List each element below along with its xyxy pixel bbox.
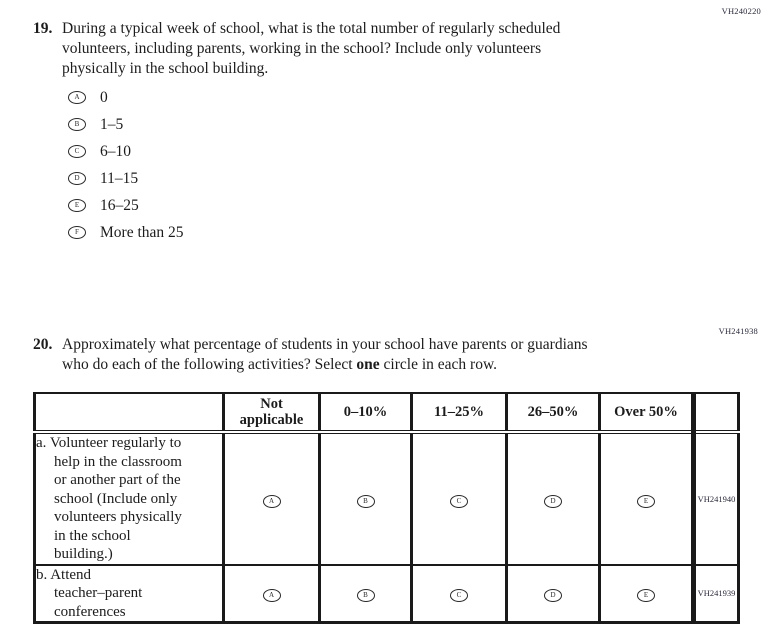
question-20-text-end: circle in each row. bbox=[379, 356, 498, 373]
row-b-not-applicable-cell: A bbox=[222, 563, 321, 623]
answer-option: B 1–5 bbox=[68, 111, 560, 138]
question-20-number: 20. bbox=[33, 336, 53, 353]
bubble-letter: A bbox=[74, 93, 80, 101]
item-code: VH241940 bbox=[691, 431, 740, 565]
bubble-letter: B bbox=[363, 591, 368, 600]
question-19-number: 19. bbox=[33, 20, 53, 37]
header-code-column bbox=[691, 392, 740, 434]
bubble-letter: B bbox=[74, 120, 80, 128]
row-label-text: Volunteer regularly to help in the class… bbox=[49, 435, 182, 562]
row-b-0-10-cell: B bbox=[318, 563, 413, 623]
answer-bubble[interactable]: A bbox=[262, 494, 281, 508]
answer-bubble[interactable]: E bbox=[637, 494, 655, 508]
option-label: 6–10 bbox=[100, 142, 131, 160]
row-a-0-10-cell: B bbox=[318, 431, 413, 565]
answer-bubble[interactable]: C bbox=[450, 494, 468, 508]
question-20-text-start: Approximately what percentage of student… bbox=[62, 336, 588, 373]
question-19-text: During a typical week of school, what is… bbox=[62, 20, 561, 77]
bubble-letter: E bbox=[643, 591, 649, 600]
option-label: 11–15 bbox=[100, 169, 139, 187]
answer-option: A 0 bbox=[68, 84, 560, 111]
row-a-not-applicable-cell: A bbox=[222, 431, 321, 565]
bubble-letter: F bbox=[75, 228, 79, 236]
bubble-letter: E bbox=[643, 496, 649, 505]
answer-option: C 6–10 bbox=[68, 138, 560, 165]
row-a-11-25-cell: C bbox=[410, 431, 508, 565]
bubble-letter: D bbox=[550, 591, 556, 600]
bubble-letter: D bbox=[74, 174, 80, 182]
answer-bubble[interactable]: B bbox=[356, 589, 375, 603]
question-20-bold-word: one bbox=[356, 356, 380, 373]
item-code: VH241939 bbox=[691, 563, 740, 623]
row-a-26-50-cell: D bbox=[505, 431, 601, 565]
question-19-body: During a typical week of school, what is… bbox=[62, 19, 560, 246]
answer-option: F More than 25 bbox=[68, 219, 560, 246]
question-19: 19. During a typical week of school, wha… bbox=[33, 19, 560, 246]
answer-bubble[interactable]: E bbox=[637, 589, 655, 603]
answer-bubble[interactable]: A bbox=[262, 589, 281, 603]
table-row: a. Volunteer regularly to help in the cl… bbox=[33, 431, 740, 565]
option-label: 0 bbox=[100, 88, 108, 106]
option-label: More than 25 bbox=[100, 223, 184, 241]
header-not-applicable: Not applicable bbox=[222, 392, 321, 434]
bubble-letter: B bbox=[363, 496, 368, 505]
header-26-50: 26–50% bbox=[505, 392, 601, 434]
row-b-label-cell: b. Attend teacher–parent conferences bbox=[33, 563, 225, 623]
bubble-letter: C bbox=[74, 147, 80, 155]
row-b-over-50-cell: E bbox=[598, 563, 695, 623]
answer-bubble[interactable]: A bbox=[68, 91, 86, 104]
row-b-11-25-cell: C bbox=[410, 563, 508, 623]
question-20-text: Approximately what percentage of student… bbox=[62, 335, 588, 375]
question-20: 20. Approximately what percentage of stu… bbox=[33, 335, 588, 375]
percentage-table: Not applicable 0–10% 11–25% 26–50% Over … bbox=[33, 392, 740, 624]
bubble-letter: E bbox=[74, 201, 80, 209]
bubble-letter: A bbox=[268, 496, 275, 505]
answer-bubble[interactable]: D bbox=[544, 589, 562, 603]
row-a-label-cell: a. Volunteer regularly to help in the cl… bbox=[33, 431, 225, 565]
row-label-text: Attend teacher–parent conferences bbox=[50, 566, 143, 620]
row-b-26-50-cell: D bbox=[505, 563, 601, 623]
answer-bubble[interactable]: B bbox=[356, 494, 375, 508]
bubble-letter: C bbox=[456, 496, 462, 505]
row-letter: b. bbox=[36, 566, 48, 583]
answer-bubble[interactable]: D bbox=[68, 172, 86, 185]
table-header-row: Not applicable 0–10% 11–25% 26–50% Over … bbox=[33, 392, 740, 434]
answer-bubble[interactable]: C bbox=[450, 589, 468, 603]
header-0-10: 0–10% bbox=[318, 392, 413, 434]
question-20-code: VH241938 bbox=[718, 326, 758, 336]
answer-bubble[interactable]: F bbox=[68, 226, 86, 239]
answer-bubble[interactable]: C bbox=[68, 145, 86, 158]
header-empty bbox=[33, 392, 225, 434]
answer-option: E 16–25 bbox=[68, 192, 560, 219]
header-11-25: 11–25% bbox=[410, 392, 508, 434]
option-label: 1–5 bbox=[100, 115, 124, 133]
bubble-letter: C bbox=[456, 591, 462, 600]
question-19-options: A 0 B 1–5 C 6–10 D 11–15 E 16–25 bbox=[68, 84, 560, 246]
answer-bubble[interactable]: D bbox=[544, 494, 562, 508]
bubble-letter: D bbox=[550, 496, 556, 505]
option-label: 16–25 bbox=[100, 196, 139, 214]
row-a-over-50-cell: E bbox=[598, 431, 695, 565]
question-19-code: VH240220 bbox=[721, 6, 761, 16]
row-letter: a. bbox=[36, 435, 47, 451]
bubble-letter: A bbox=[268, 591, 275, 600]
answer-option: D 11–15 bbox=[68, 165, 560, 192]
answer-bubble[interactable]: B bbox=[68, 118, 86, 131]
answer-bubble[interactable]: E bbox=[68, 199, 86, 212]
header-over-50: Over 50% bbox=[598, 392, 695, 434]
table-row: b. Attend teacher–parent conferences A B… bbox=[33, 563, 740, 623]
